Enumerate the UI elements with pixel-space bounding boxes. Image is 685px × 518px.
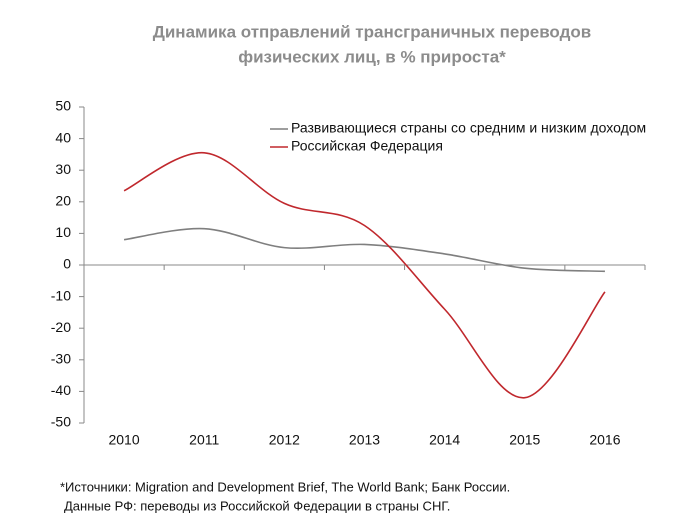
y-tick-label: -40 (51, 382, 71, 398)
x-tick-label: 2012 (269, 432, 300, 448)
x-tick-label: 2011 (189, 432, 219, 448)
y-tick-label: 10 (55, 224, 71, 240)
x-tick-label: 2013 (349, 432, 380, 448)
y-tick-label: 50 (55, 98, 71, 114)
note: *Источники: Migration and Development Br… (60, 479, 510, 494)
y-tick-label: -50 (51, 414, 71, 430)
x-tick-label: 2014 (429, 432, 460, 448)
chart-title: Динамика отправлений трансграничных пере… (153, 22, 591, 41)
legend-label: Развивающиеся страны со средним и низким… (291, 120, 646, 136)
chart-title: физических лиц, в % прироста* (238, 47, 506, 66)
note: Данные РФ: переводы из Российской Федера… (64, 498, 450, 513)
x-tick-label: 2016 (589, 432, 620, 448)
y-tick-label: -30 (51, 351, 71, 367)
y-tick-label: -20 (51, 319, 71, 335)
x-tick-label: 2015 (509, 432, 540, 448)
y-tick-label: 30 (55, 161, 71, 177)
series-line (123, 227, 605, 273)
y-tick-label: 40 (55, 129, 71, 145)
series-line (123, 152, 606, 399)
x-tick-label: 2010 (108, 432, 139, 448)
y-tick-label: -10 (51, 287, 71, 303)
legend-label: Российская Федерация (291, 138, 443, 154)
y-tick-label: 20 (55, 193, 71, 209)
y-tick-label: 0 (63, 256, 71, 272)
